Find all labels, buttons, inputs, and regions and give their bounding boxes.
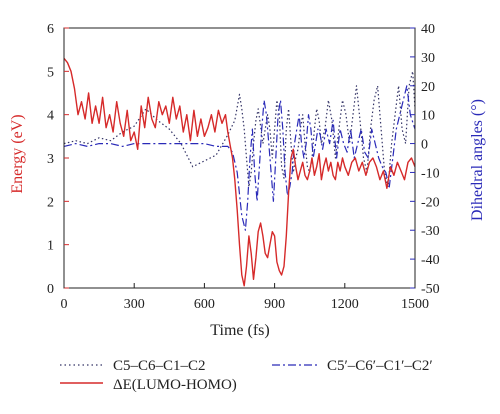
legend: C5–C6–C1–C2 C5′–C6′–C1′–C2′ ΔE(LUMO-HOMO…	[60, 358, 433, 393]
right-tick-label: 0	[421, 138, 428, 153]
series-line-dotted	[63, 70, 416, 188]
left-tick-label: 5	[47, 65, 54, 80]
right-tick-label: 10	[421, 109, 435, 124]
x-tick-label: 600	[194, 297, 215, 312]
left-tick-label: 4	[47, 109, 54, 124]
legend-label-dotted: C5–C6–C1–C2	[113, 358, 206, 374]
right-tick-label: 30	[421, 51, 435, 66]
series-layer	[63, 57, 416, 287]
x-tick-label: 1200	[331, 297, 359, 312]
right-tick-label: 40	[421, 22, 435, 37]
x-axis: 0 300 600 900 1200 1500	[61, 283, 429, 312]
series-line-solid	[63, 57, 416, 287]
left-tick-label: 6	[47, 22, 54, 37]
x-tick-label: 0	[61, 297, 68, 312]
y-axis-right-title: Dihedral angles (°)	[469, 99, 486, 221]
legend-label-dashdot: C5′–C6′–C1′–C2′	[327, 358, 433, 374]
left-tick-label: 0	[47, 282, 54, 297]
right-tick-label: -30	[421, 224, 440, 239]
right-tick-label: -20	[421, 195, 440, 210]
x-tick-label: 300	[124, 297, 145, 312]
left-axis: 0 1 2 3 4 5 6	[47, 22, 69, 297]
x-tick-label: 900	[264, 297, 285, 312]
right-tick-label: -50	[421, 282, 440, 297]
y-axis-left-title: Energy (eV)	[9, 114, 26, 193]
left-tick-label: 1	[47, 239, 54, 254]
legend-label-solid: ΔE(LUMO-HOMO)	[113, 377, 237, 393]
right-tick-label: -40	[421, 253, 440, 268]
series-line-dashdot	[63, 85, 416, 231]
x-axis-title: Time (fs)	[210, 322, 269, 339]
left-tick-label: 2	[47, 195, 54, 210]
x-tick-label: 1500	[401, 297, 429, 312]
left-tick-label: 3	[47, 152, 54, 167]
right-tick-label: -10	[421, 166, 440, 181]
right-tick-label: 20	[421, 80, 435, 95]
right-axis: -50 -40 -30 -20 -10 0 10 20 30 40	[410, 22, 440, 297]
